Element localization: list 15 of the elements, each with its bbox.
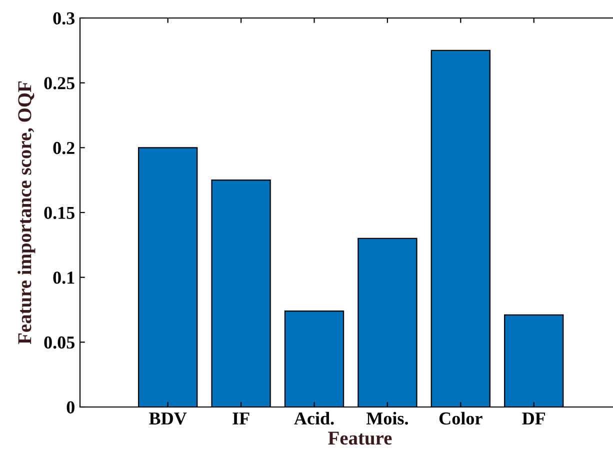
y-tick-label: 0.15 bbox=[44, 206, 74, 220]
y-tick-label: 0.25 bbox=[44, 77, 74, 90]
y-tick-label: 0.3 bbox=[53, 12, 75, 25]
y-tick-label: 0 bbox=[66, 401, 74, 414]
x-tick-label: DF bbox=[522, 412, 546, 424]
x-tick-label: BDV bbox=[149, 412, 187, 425]
x-tick-label: IF bbox=[232, 412, 250, 424]
y-tick-label: 0.2 bbox=[53, 142, 74, 154]
x-axis-title: Feature bbox=[328, 432, 392, 445]
x-tick-label: Mois. bbox=[366, 412, 408, 425]
x-tick-label: Color bbox=[439, 412, 482, 425]
y-tick-label: 0.1 bbox=[53, 272, 74, 284]
y-tick-label: 0.05 bbox=[44, 336, 74, 349]
y-axis-title: Feature importance score, OQF bbox=[18, 81, 36, 344]
x-tick-label: Acid. bbox=[294, 412, 334, 425]
